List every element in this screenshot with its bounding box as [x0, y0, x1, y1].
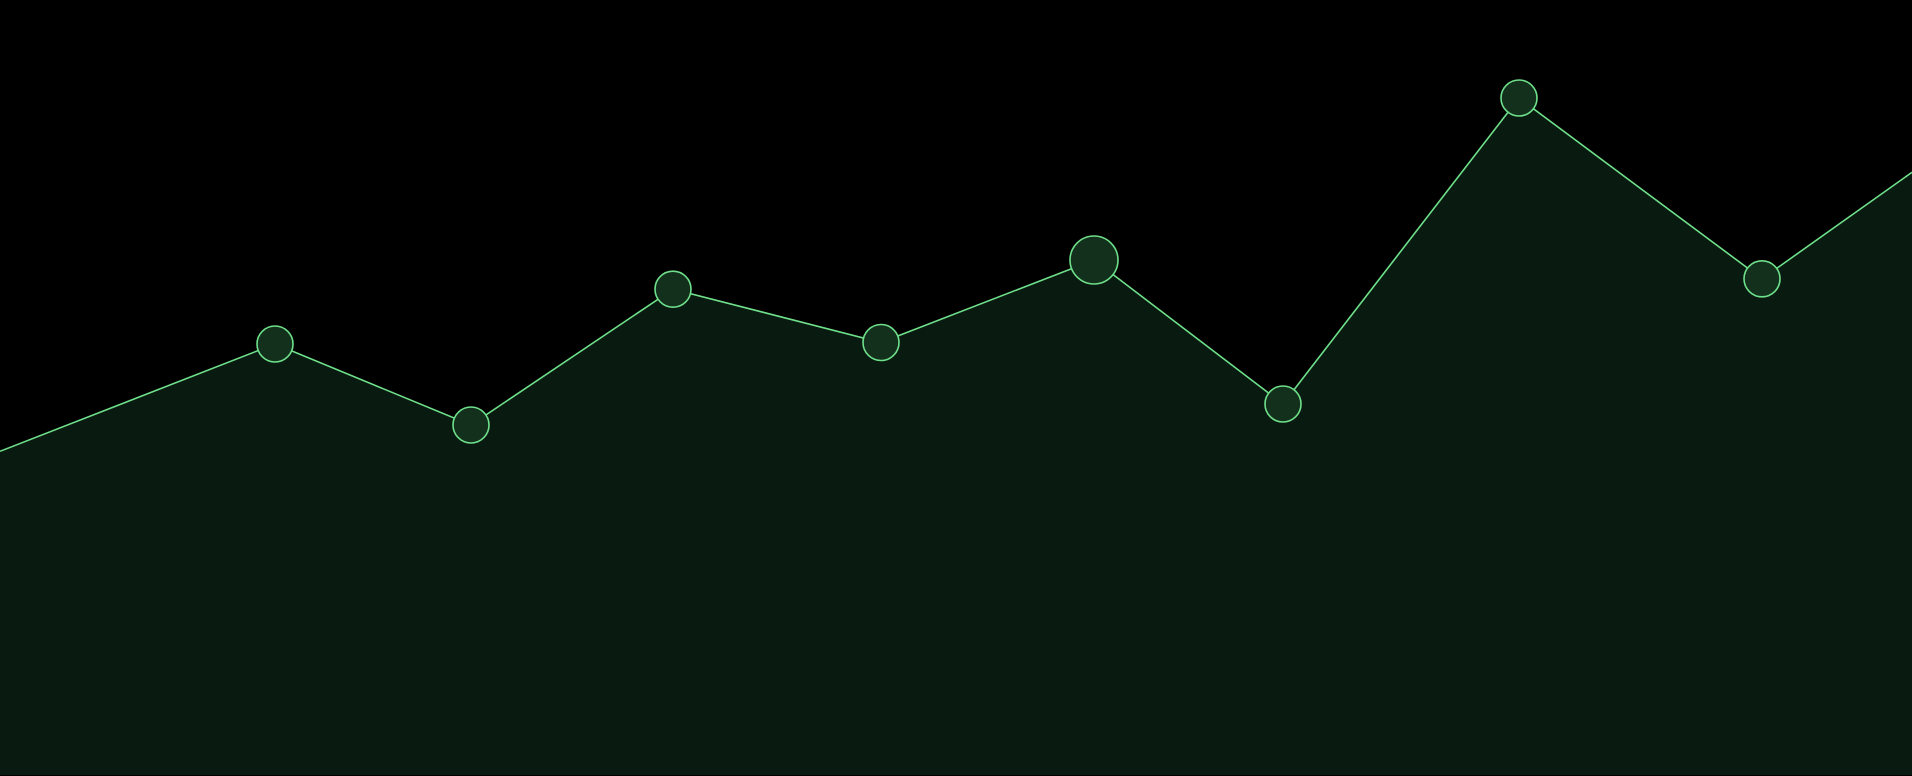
data-point-marker[interactable] [1743, 259, 1781, 298]
data-point-marker[interactable] [1500, 79, 1538, 117]
data-point-marker[interactable] [1264, 385, 1302, 423]
series-line [0, 96, 1912, 453]
data-point-marker[interactable] [654, 270, 692, 309]
area-layer [0, 98, 1912, 775]
marker-layer [256, 79, 1781, 444]
data-point-marker[interactable] [452, 406, 490, 444]
line-layer [0, 96, 1912, 453]
data-point-marker[interactable] [1069, 235, 1119, 285]
data-point-marker[interactable] [256, 325, 294, 363]
area-fill [0, 98, 1912, 775]
data-point-marker[interactable] [862, 323, 900, 362]
